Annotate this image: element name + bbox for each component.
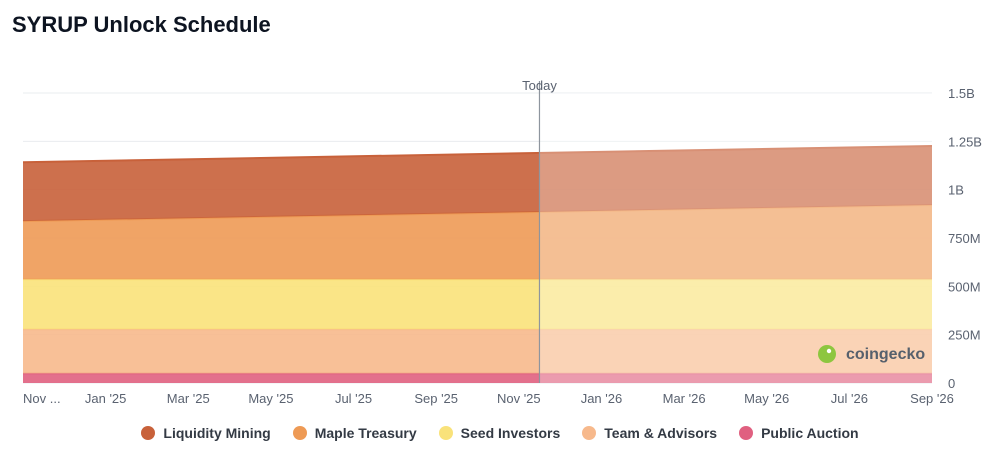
x-tick-label: Jan '25	[85, 391, 127, 406]
watermark: coingecko	[818, 345, 925, 363]
legend-label: Team & Advisors	[604, 425, 718, 441]
legend-item[interactable]: Liquidity Mining	[141, 425, 271, 441]
x-tick-label: Sep '26	[910, 391, 954, 406]
y-tick-label: 1B	[948, 183, 964, 198]
unlock-chart[interactable]: Today 0 250M 500M 750M 1B 1.25B 1.5B Nov ... Ja…	[0, 0, 1000, 420]
legend-dot	[438, 426, 453, 440]
y-axis-ticks: 0 250M 500M 750M 1B 1.25B 1.5B	[948, 86, 982, 391]
legend-item[interactable]: Team & Advisors	[582, 425, 717, 441]
legend-label: Liquidity Mining	[163, 425, 271, 441]
legend-label: Seed Investors	[460, 425, 561, 441]
y-tick-label: 250M	[948, 328, 981, 343]
page-title: SYRUP Unlock Schedule	[12, 12, 271, 37]
x-tick-label: Jan '26	[581, 391, 623, 406]
future-overlay	[539, 93, 932, 383]
area-liquidity-mining[interactable]	[23, 145, 932, 222]
legend-dot	[739, 426, 754, 440]
today-label: Today	[522, 78, 557, 93]
area-seed-investors[interactable]	[23, 279, 932, 330]
gecko-eye	[826, 348, 832, 354]
x-tick-label: Nov '25	[497, 391, 541, 406]
x-tick-label: Jul '25	[335, 391, 372, 406]
legend: Liquidity Mining Maple Treasury Seed Inves…	[0, 425, 1000, 441]
x-tick-label: Mar '25	[167, 391, 210, 406]
y-tick-label: 500M	[948, 279, 981, 294]
legend-item[interactable]: Maple Treasury	[292, 425, 417, 441]
legend-dot	[292, 426, 307, 440]
area-maple-treasury[interactable]	[23, 204, 932, 280]
watermark-text: coingecko	[846, 346, 925, 363]
today-marker: Today	[522, 78, 557, 383]
legend-dot	[141, 426, 156, 440]
x-tick-label: Mar '26	[663, 391, 706, 406]
x-tick-label: Jul '26	[831, 391, 868, 406]
area-team-advisors[interactable]	[23, 329, 932, 374]
legend-item[interactable]: Seed Investors	[438, 425, 561, 441]
x-axis-ticks: Nov ... Jan '25 Mar '25 May '25 Jul '25 Sep '…	[23, 391, 954, 406]
y-tick-label: 1.5B	[948, 86, 975, 101]
x-tick-label: Nov ...	[23, 391, 61, 406]
series-line	[22, 144, 933, 164]
legend-item[interactable]: Public Auction	[739, 425, 859, 441]
area-public-auction[interactable]	[23, 373, 932, 383]
series-areas	[22, 144, 933, 383]
legend-label: Public Auction	[761, 425, 859, 441]
y-tick-label: 750M	[948, 231, 981, 246]
x-tick-label: Sep '25	[414, 391, 458, 406]
y-tick-label: 1.25B	[948, 134, 982, 149]
gecko-icon	[818, 345, 836, 363]
legend-label: Maple Treasury	[314, 425, 417, 441]
x-tick-label: May '25	[248, 391, 293, 406]
x-tick-label: May '26	[744, 391, 789, 406]
legend-dot	[582, 426, 597, 440]
y-tick-label: 0	[948, 376, 955, 391]
